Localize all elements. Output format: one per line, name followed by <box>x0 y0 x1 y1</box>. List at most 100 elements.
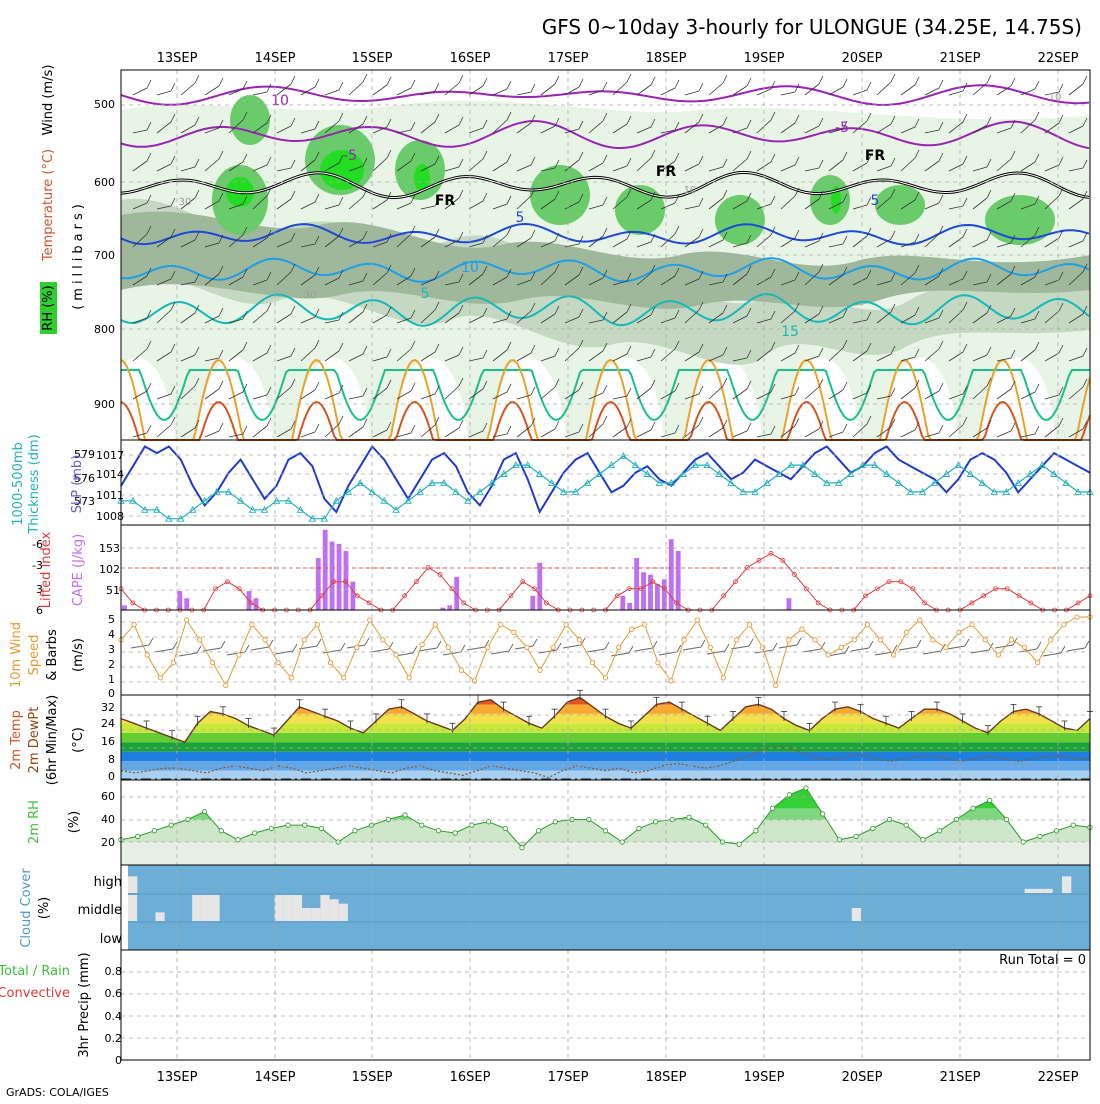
wind-barb <box>850 647 870 652</box>
wind-point <box>838 644 844 651</box>
lifted-point <box>343 579 348 585</box>
wind-barb-flag <box>866 112 872 122</box>
wind-barb <box>828 243 844 248</box>
wind-barb <box>612 196 628 210</box>
wind-point <box>943 644 949 651</box>
wind-barb-flag <box>218 349 224 359</box>
wind-barb-flag <box>794 229 800 239</box>
wind-barb <box>1068 271 1084 286</box>
wind-barb-flag <box>842 423 848 433</box>
wind-barb-flag <box>170 343 176 353</box>
contour-labels: 10 -5 -5 5 5 10 5 15 FR FR FR 10 30 30 10 <box>179 92 1062 340</box>
wind-barb <box>684 236 700 248</box>
wind-barb-flag <box>794 417 800 427</box>
wind-barb <box>780 394 796 400</box>
wind-barb <box>1020 349 1036 362</box>
contour-label: FR <box>656 164 677 180</box>
wind-point <box>746 621 753 628</box>
slp-tick: 1011 <box>96 489 124 502</box>
wind-barb-flag <box>652 640 658 649</box>
wind-barb <box>420 121 436 134</box>
thickness-point <box>380 496 388 504</box>
wind-barb <box>972 312 988 324</box>
wind-barb-flag <box>314 193 320 203</box>
wind-point <box>471 678 478 684</box>
li-tick: 6 <box>36 604 43 617</box>
wind-barb-flag <box>194 377 200 387</box>
wind-barb-flag <box>818 420 824 430</box>
thickness-point <box>296 505 305 513</box>
wind-barb <box>610 652 630 657</box>
wind-barb <box>444 82 460 96</box>
thickness-point <box>200 496 209 504</box>
upper-axis-label: (millibars) <box>71 200 86 310</box>
wind-barb <box>1020 318 1036 324</box>
wind-barb-flag <box>1034 80 1040 90</box>
wind-barb-flag <box>914 379 920 389</box>
slp-line <box>120 444 1091 515</box>
wind-barb <box>348 395 364 400</box>
wind-barb-flag <box>338 311 344 321</box>
wind-barb <box>1044 425 1060 438</box>
cape-label: CAPE (J/kg) <box>71 534 86 606</box>
wind-barb-flag <box>554 263 560 273</box>
wind-barb-flag <box>1082 378 1088 388</box>
thickness-tick: 573 <box>74 495 95 508</box>
thickness-point <box>583 479 592 486</box>
wind-barb <box>204 357 220 362</box>
wind-barb <box>444 427 460 438</box>
wind-barb-flag <box>938 309 944 319</box>
wind-barb-flag <box>602 81 608 91</box>
wind-barb-flag <box>1058 187 1064 197</box>
wind-barb <box>348 311 364 324</box>
wind-barb-flag <box>626 115 632 125</box>
contour-label: 30 <box>304 290 317 301</box>
wind-barb <box>1044 279 1060 286</box>
thickness-point <box>918 487 927 495</box>
thickness-point <box>835 479 843 486</box>
wind-barb <box>924 233 940 248</box>
wind-barb-flag <box>986 116 992 126</box>
cloud-gap <box>292 895 303 921</box>
wind-barb-flag <box>986 158 992 168</box>
wind-barb <box>972 281 988 286</box>
wind-barb <box>372 429 388 438</box>
thickness-point <box>153 505 161 513</box>
wind-barb <box>396 390 412 400</box>
cloud-gap <box>1061 876 1072 893</box>
wind-barb-flag <box>482 422 488 432</box>
rh-point <box>820 811 826 817</box>
wind-barb <box>156 205 172 210</box>
wind-barb <box>324 350 340 362</box>
cape-bar <box>654 584 660 610</box>
wind-barb-flag <box>458 231 464 241</box>
wind-barb-flag <box>724 643 730 652</box>
wind-barb <box>780 310 796 324</box>
cloud-gap <box>210 895 220 921</box>
wind-barb-flag <box>434 301 440 311</box>
lifted-line <box>120 552 1091 611</box>
wind-barb <box>156 351 172 362</box>
wind-barb-flag <box>698 155 704 165</box>
wind-label1: 10m Wind <box>9 622 24 688</box>
wind-barb-flag <box>986 231 992 241</box>
wind-barb-flag <box>410 340 416 350</box>
wind-barb <box>156 121 172 134</box>
wind-point <box>576 637 582 643</box>
cloud-label1: Cloud Cover <box>19 868 34 948</box>
wind-barb <box>732 357 748 362</box>
thickness-point <box>464 496 472 504</box>
wind-barb <box>996 85 1012 96</box>
wind-barb-flag <box>218 380 224 390</box>
wind-barb-flag <box>626 345 632 355</box>
wind-barb <box>1068 355 1084 362</box>
wind-barb <box>514 645 534 650</box>
wind-point <box>629 626 635 632</box>
wind-barb <box>924 129 940 134</box>
wind-barb-flag <box>146 309 152 319</box>
wind-barb-flag <box>650 379 656 389</box>
wind-barb-flag <box>482 77 488 87</box>
wind-barb <box>612 123 628 134</box>
wind-barb <box>324 319 340 324</box>
upper-tick: 600 <box>94 176 115 189</box>
